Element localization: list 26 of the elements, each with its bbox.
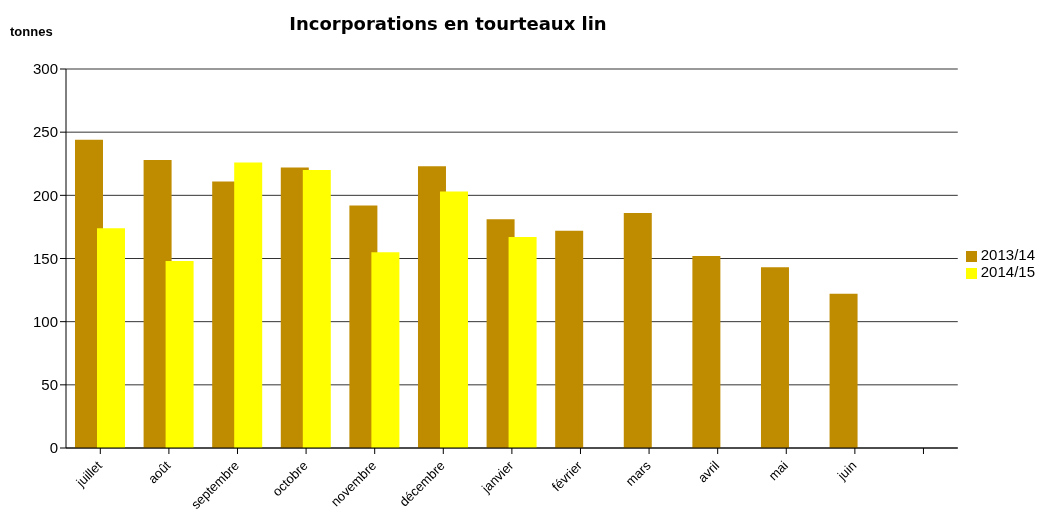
y-tick-label: 0 bbox=[49, 439, 58, 457]
bar bbox=[165, 261, 194, 448]
legend-label: 2013/14 bbox=[980, 246, 1035, 263]
y-tick-label: 50 bbox=[41, 376, 58, 394]
bar bbox=[623, 213, 652, 448]
x-tick-label: mai bbox=[765, 457, 791, 484]
y-tick-label: 200 bbox=[32, 186, 58, 204]
y-tick-label: 250 bbox=[32, 123, 58, 141]
x-tick-label: août bbox=[144, 457, 174, 487]
bar bbox=[829, 293, 858, 448]
bar bbox=[692, 255, 721, 448]
legend-label: 2014/15 bbox=[980, 263, 1035, 280]
y-tick-label: 100 bbox=[32, 312, 58, 330]
y-tick-label: 150 bbox=[32, 249, 58, 267]
bar bbox=[234, 162, 263, 448]
bar bbox=[760, 267, 789, 448]
bar bbox=[302, 170, 331, 448]
bar bbox=[439, 191, 468, 448]
y-axis-title: tonnes bbox=[10, 24, 53, 39]
bar bbox=[508, 237, 537, 448]
chart-title: Incorporations en tourteaux lin bbox=[289, 13, 607, 34]
x-tick-label: juin bbox=[833, 457, 860, 484]
bar bbox=[555, 230, 584, 448]
y-tick-label: 300 bbox=[32, 60, 58, 78]
bar bbox=[97, 228, 125, 448]
bar bbox=[371, 252, 400, 448]
